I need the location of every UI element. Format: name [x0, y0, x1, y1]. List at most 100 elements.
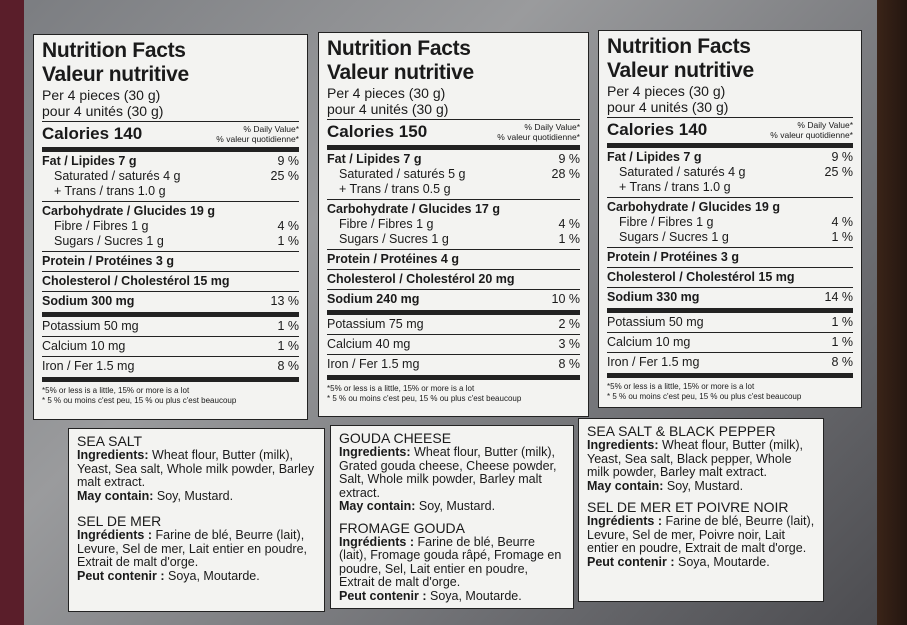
iron-dv: 8 %	[831, 355, 853, 369]
protein: Protein / Protéines 3 g	[42, 254, 174, 268]
dv-header-en: % Daily Value*	[797, 120, 853, 130]
calcium: Calcium 10 mg	[607, 335, 691, 349]
iron-dv: 8 %	[277, 359, 299, 373]
saturated-dv: 28 %	[551, 167, 581, 181]
fat-dv: 9 %	[277, 154, 299, 168]
calcium-dv: 1 %	[831, 335, 853, 349]
ingredients-en: Ingredients: Wheat flour, Butter (milk),…	[587, 438, 804, 479]
ingredients-panel-2: GOUDA CHEESE Ingredients: Wheat flour, B…	[330, 425, 574, 609]
dv-header-fr: % valeur quotidienne*	[770, 130, 853, 140]
calories: Calories 140	[607, 120, 708, 139]
footnote-en: *5% or less is a little, 15% or more is …	[327, 384, 475, 393]
serving-fr: pour 4 unités (30 g)	[42, 103, 164, 119]
potassium-dv: 1 %	[277, 319, 299, 333]
footnote-fr: * 5 % ou moins c'est peu, 15 % ou plus c…	[327, 394, 522, 403]
title-en: Nutrition Facts	[327, 37, 471, 60]
title-fr: Valeur nutritive	[327, 61, 474, 84]
sodium-dv: 10 %	[551, 292, 581, 306]
saturated: Saturated / saturés 5 g	[339, 167, 466, 181]
dv-header-fr: % valeur quotidienne*	[497, 132, 580, 142]
nutrition-facts-panel-2: Nutrition Facts Valeur nutritive Per 4 p…	[318, 32, 589, 417]
potassium: Potassium 50 mg	[42, 319, 139, 333]
flavour-fr: SEL DE MER	[77, 513, 162, 529]
box-edge-left	[0, 0, 24, 625]
iron: Iron / Fer 1.5 mg	[607, 355, 700, 369]
potassium-dv: 2 %	[558, 317, 580, 331]
iron: Iron / Fer 1.5 mg	[327, 357, 420, 371]
ingredients-en: Ingredients: Wheat flour, Butter (milk),…	[339, 445, 557, 500]
ingredients-fr: Ingrédients : Farine de blé, Beurre (lai…	[587, 514, 815, 555]
flavour-fr: SEL DE MER ET POIVRE NOIR	[587, 499, 789, 515]
carbohydrate: Carbohydrate / Glucides 19 g	[607, 200, 780, 214]
box-edge-right	[877, 0, 907, 625]
sugars-dv: 1 %	[277, 234, 299, 248]
saturated: Saturated / saturés 4 g	[54, 169, 181, 183]
fat: Fat / Lipides 7 g	[607, 150, 702, 164]
ingredients-panel-3: SEA SALT & BLACK PEPPER Ingredients: Whe…	[578, 418, 824, 602]
title-en: Nutrition Facts	[42, 39, 186, 62]
title-en: Nutrition Facts	[607, 35, 751, 58]
nutrition-facts-panel-3: Nutrition Facts Valeur nutritive Per 4 p…	[598, 30, 862, 408]
footnote-en: *5% or less is a little, 15% or more is …	[42, 386, 190, 395]
serving-en: Per 4 pieces (30 g)	[607, 83, 726, 99]
fibre: Fibre / Fibres 1 g	[339, 217, 434, 231]
calories: Calories 150	[327, 122, 428, 141]
sugars: Sugars / Sucres 1 g	[339, 232, 449, 246]
trans: + Trans / trans 0.5 g	[339, 182, 451, 196]
may-contain-en: May contain: Soy, Mustard.	[587, 478, 744, 493]
cholesterol: Cholesterol / Cholestérol 15 mg	[42, 274, 230, 288]
fat-dv: 9 %	[558, 152, 580, 166]
serving-fr: pour 4 unités (30 g)	[607, 99, 729, 115]
saturated: Saturated / saturés 4 g	[619, 165, 746, 179]
potassium-dv: 1 %	[831, 315, 853, 329]
ingredients-en: Ingredients: Wheat flour, Butter (milk),…	[77, 448, 315, 489]
sodium: Sodium 300 mg	[42, 294, 135, 308]
calcium-dv: 1 %	[277, 339, 299, 353]
calcium: Calcium 10 mg	[42, 339, 126, 353]
trans: + Trans / trans 1.0 g	[619, 180, 731, 194]
fat: Fat / Lipides 7 g	[327, 152, 422, 166]
flavour-en: SEA SALT	[77, 433, 143, 449]
ingredients-fr: Ingrédients : Farine de blé, Beurre (lai…	[339, 534, 562, 589]
sugars: Sugars / Sucres 1 g	[619, 230, 729, 244]
sodium-dv: 14 %	[824, 290, 854, 304]
iron: Iron / Fer 1.5 mg	[42, 359, 135, 373]
serving-fr: pour 4 unités (30 g)	[327, 101, 449, 117]
dv-header-en: % Daily Value*	[243, 124, 299, 134]
fibre-dv: 4 %	[277, 219, 299, 233]
serving-en: Per 4 pieces (30 g)	[327, 85, 446, 101]
ingredients-fr: Ingrédients : Farine de blé, Beurre (lai…	[77, 528, 308, 569]
title-fr: Valeur nutritive	[607, 59, 754, 82]
flavour-en: SEA SALT & BLACK PEPPER	[587, 423, 776, 439]
fibre: Fibre / Fibres 1 g	[619, 215, 714, 229]
flavour-fr: FROMAGE GOUDA	[339, 519, 466, 536]
sodium-dv: 13 %	[270, 294, 300, 308]
may-contain-fr: Peut contenir : Soya, Moutarde.	[77, 568, 260, 583]
fat: Fat / Lipides 7 g	[42, 154, 137, 168]
saturated-dv: 25 %	[270, 169, 300, 183]
trans: + Trans / trans 1.0 g	[54, 184, 166, 198]
sugars: Sugars / Sucres 1 g	[54, 234, 164, 248]
may-contain-en: May contain: Soy, Mustard.	[77, 488, 234, 503]
footnote-fr: * 5 % ou moins c'est peu, 15 % ou plus c…	[607, 392, 802, 401]
potassium: Potassium 50 mg	[607, 315, 704, 329]
fibre-dv: 4 %	[831, 215, 853, 229]
sugars-dv: 1 %	[558, 232, 580, 246]
title-fr: Valeur nutritive	[42, 63, 189, 86]
fat-dv: 9 %	[831, 150, 853, 164]
protein: Protein / Protéines 4 g	[327, 252, 459, 266]
nutrition-facts-panel-1: Nutrition Facts Valeur nutritive Per 4 p…	[33, 34, 308, 420]
calories: Calories 140	[42, 124, 143, 143]
carbohydrate: Carbohydrate / Glucides 17 g	[327, 202, 500, 216]
sodium: Sodium 330 mg	[607, 290, 700, 304]
serving-en: Per 4 pieces (30 g)	[42, 87, 161, 103]
cholesterol: Cholesterol / Cholestérol 20 mg	[327, 272, 515, 286]
may-contain-fr: Peut contenir : Soya, Moutarde.	[339, 588, 522, 603]
sugars-dv: 1 %	[831, 230, 853, 244]
iron-dv: 8 %	[558, 357, 580, 371]
fibre: Fibre / Fibres 1 g	[54, 219, 149, 233]
fibre-dv: 4 %	[558, 217, 580, 231]
carbohydrate: Carbohydrate / Glucides 19 g	[42, 204, 215, 218]
protein: Protein / Protéines 3 g	[607, 250, 739, 264]
saturated-dv: 25 %	[824, 165, 854, 179]
